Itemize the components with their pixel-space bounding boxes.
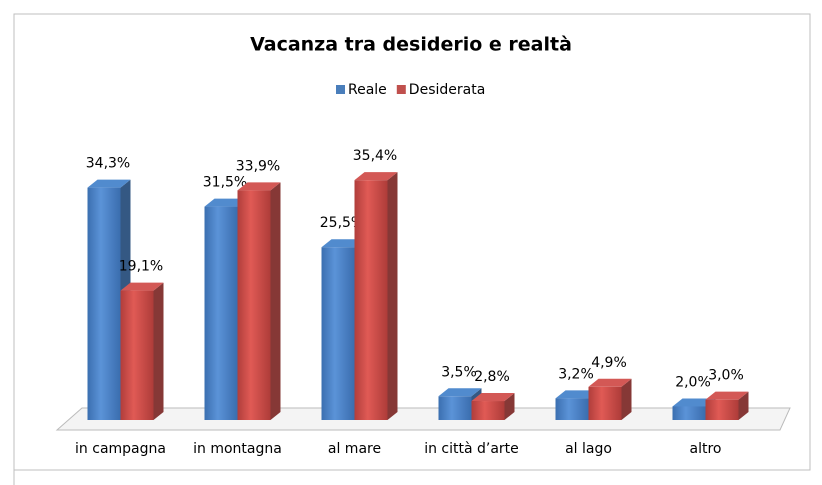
bar [237,182,281,420]
bar-front [471,401,505,420]
bar [588,378,632,420]
bar [354,172,398,420]
bar-front [87,187,121,420]
value-label: 33,9% [236,158,280,174]
bar-front [438,396,472,420]
x-tick-label: altro [689,441,722,457]
bar-top [354,172,398,181]
bar-side [270,182,281,420]
bar-side [738,391,749,420]
bar-side [387,172,398,420]
bar-top [120,282,164,291]
bar-top [672,398,716,407]
value-label: 3,0% [708,368,744,384]
value-label: 19,1% [119,259,163,275]
bar-front [120,290,154,420]
bar [120,282,164,420]
bar-top [438,388,482,397]
bar-top [471,393,515,402]
bar-side [504,393,515,420]
bar-top [204,198,248,207]
bar-side [153,282,164,420]
bar-front [672,406,706,420]
legend-swatch [336,85,345,94]
x-tick-label: in montagna [193,441,282,457]
value-label: 3,2% [558,366,594,382]
value-label: 31,5% [203,175,247,191]
bar [471,393,515,420]
value-label: 34,3% [86,156,130,172]
bar-top [705,391,749,400]
value-label: 3,5% [441,364,477,380]
bar-top [87,179,131,188]
x-tick-label: al lago [565,441,612,457]
bar-front [588,386,622,420]
x-tick-label: in città d’arte [424,441,519,457]
x-tick-label: al mare [327,441,382,457]
value-label: 2,8% [474,369,510,385]
value-label: 2,0% [675,374,711,390]
value-label: 35,4% [353,148,397,164]
chart-title: Vacanza tra desiderio e realtà [250,34,572,56]
frame [13,13,811,485]
bar-top [237,182,281,191]
value-label: 4,9% [591,355,627,371]
bar-front [705,399,739,420]
bar-front [321,247,355,420]
bar-side [621,378,632,420]
legend-label: Desiderata [409,82,485,98]
bar-front [204,206,238,420]
bar-top [321,239,365,248]
legend-label: Reale [348,82,387,98]
bar-top [588,378,632,387]
x-tick-label: in campagna [75,441,166,457]
bar-front [354,180,388,420]
value-label: 25,5% [320,215,364,231]
bar-front [237,190,271,420]
legend-swatch [396,85,406,94]
bar-front [555,398,589,420]
bar-top [555,390,599,399]
bar [705,391,749,420]
